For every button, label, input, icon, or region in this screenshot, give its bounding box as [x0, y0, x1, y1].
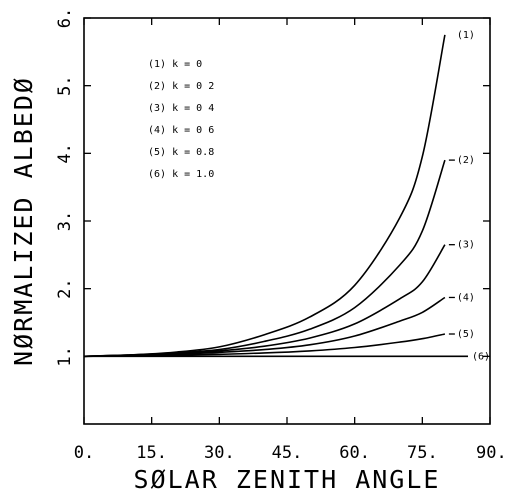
x-axis-label: SØLAR ZENITH ANGLE — [134, 465, 441, 494]
y-tick-label: 4. — [55, 143, 75, 163]
series-curves — [83, 34, 468, 358]
y-tick-label: 3. — [55, 211, 75, 231]
y-tick-label: 6. — [55, 8, 75, 28]
series-line — [83, 333, 446, 358]
series-label: (2) — [457, 155, 475, 166]
x-tick-label: 0. — [74, 443, 94, 463]
x-tick-label: 30. — [204, 443, 235, 463]
plot-frame — [83, 17, 491, 425]
x-tick-label: 75. — [407, 443, 438, 463]
legend-entry: (2) k = 0 2 — [148, 81, 214, 92]
y-tick-label: 5. — [55, 75, 75, 95]
series-line — [83, 34, 446, 358]
series-label: (5) — [457, 329, 475, 340]
series-labels: (1) (2) (3) (4) (5) (6) — [448, 30, 490, 362]
legend-entry: (4) k = 0 6 — [148, 125, 214, 136]
series-line — [83, 296, 446, 358]
x-tick-label: 45. — [272, 443, 303, 463]
series-line — [83, 159, 446, 358]
legend: (1) k = 0 (2) k = 0 2 (3) k = 0 4 (4) k = 0… — [148, 59, 214, 180]
x-tick-label: 90. — [476, 443, 507, 463]
series-label: (4) — [457, 292, 475, 303]
legend-entry: (5) k = 0.8 — [148, 147, 214, 158]
y-ticks: 1. 2. 3. 4. 5. 6. — [55, 8, 490, 367]
legend-entry: (1) k = 0 — [148, 59, 202, 70]
series-label: (6) — [472, 351, 490, 362]
x-tick-label: 15. — [136, 443, 167, 463]
x-ticks: 0. 15. 30. 45. 60. 75. 90. — [74, 18, 507, 463]
x-tick-label: 60. — [339, 443, 370, 463]
legend-entry: (3) k = 0 4 — [148, 103, 214, 114]
legend-entry: (6) k = 1.0 — [148, 169, 214, 180]
y-tick-label: 2. — [55, 278, 75, 298]
series-line — [83, 244, 446, 358]
y-axis-label: NØRMALIZED ALBEDØ — [9, 76, 38, 366]
series-label: (3) — [457, 240, 475, 251]
y-tick-label: 1. — [55, 346, 75, 366]
series-label: (1) — [457, 30, 475, 41]
